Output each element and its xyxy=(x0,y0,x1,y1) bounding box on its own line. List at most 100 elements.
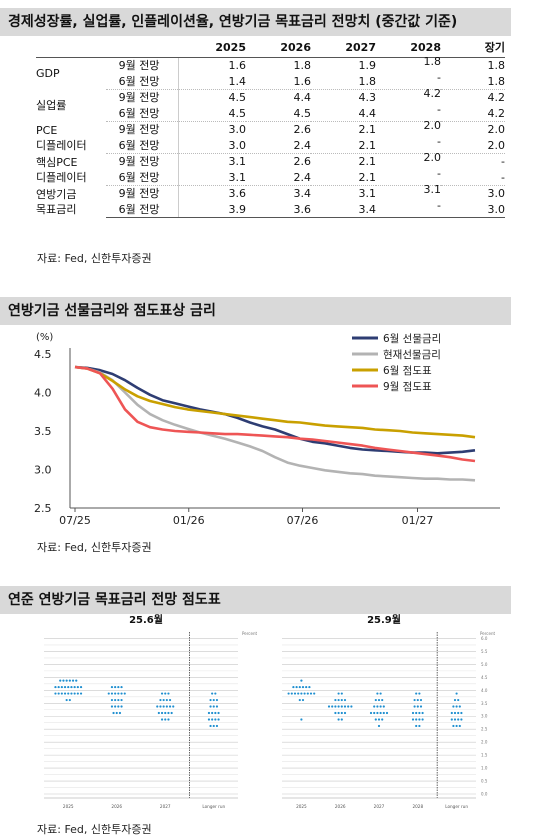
dot-plot-dot xyxy=(75,679,78,682)
dot-plot-dot xyxy=(217,718,220,721)
row-sublabel: 6월 전망 xyxy=(106,201,179,218)
dot-plot-dot xyxy=(382,705,385,708)
dot-plot-dot xyxy=(120,692,123,695)
table-cell: 3.1 xyxy=(358,187,377,200)
dot-plot-dot xyxy=(76,685,79,689)
dot-plot-dot xyxy=(172,705,175,708)
dot-plot-dot xyxy=(343,711,347,715)
dot-plot-dot xyxy=(343,698,347,702)
dot-plot-dot xyxy=(313,692,316,695)
dot-plot-dot xyxy=(421,718,424,721)
dot-plot-dot xyxy=(331,705,334,708)
table-cell: 3.0 xyxy=(487,187,506,200)
table-cell: 2.0 xyxy=(423,151,442,164)
table-row: 연방기금 목표금리 9월 전망 3.6 3.4 3.1 3.1 3.0 xyxy=(36,183,506,216)
table-header: 2028 xyxy=(376,38,441,58)
dot-plot-y-tick: 0.5 xyxy=(481,779,488,784)
dot-plot-dot xyxy=(340,692,343,695)
dot-plot-dot xyxy=(411,718,415,721)
dot-plot-dot xyxy=(214,711,217,715)
dot-plot-june: 25.6월 Percent 2025 2026 2027 Longer run xyxy=(44,614,257,809)
y-tick-label: 3.0 xyxy=(34,464,52,477)
dot-plot-dot xyxy=(120,685,123,689)
dot-plot-dot xyxy=(212,698,215,702)
x-tick-label: 07/25 xyxy=(59,514,91,527)
dot-plot-panel-title: 25.6월 xyxy=(129,614,163,626)
dot-plot-dot xyxy=(411,711,415,715)
dot-plot-dot xyxy=(374,698,377,702)
dot-plot-dot xyxy=(337,698,340,702)
row-group-label: 연방기금 목표금리 xyxy=(36,187,77,216)
dot-plot-y-tick: 2.5 xyxy=(481,727,488,732)
dot-plot-dot xyxy=(70,685,73,689)
table-cell: 1.8 xyxy=(311,73,376,90)
table-cell: 4.4 xyxy=(293,91,312,104)
dot-plot-dot xyxy=(334,705,337,708)
dot-plot-dot xyxy=(419,698,423,702)
dot-plot-dot xyxy=(340,711,343,715)
dot-plot-dot xyxy=(168,698,172,702)
table-header: 장기 xyxy=(441,38,505,58)
dot-plot-dot xyxy=(67,692,70,695)
dot-plot-x-label: 2028 xyxy=(412,804,423,809)
table-cell: 3.1 xyxy=(423,183,442,196)
dot-plot-dot xyxy=(369,711,373,715)
dot-plot-dot xyxy=(334,711,337,715)
dot-plot-dot xyxy=(54,692,57,695)
table-header: 2026 xyxy=(246,38,311,58)
row-group-label: GDP xyxy=(36,67,60,81)
dot-plot-dot xyxy=(457,718,460,721)
series-line-1 xyxy=(74,365,476,482)
dot-plot-dot xyxy=(347,705,350,708)
dot-plot-dot xyxy=(214,692,217,695)
dot-plot-dot xyxy=(60,685,63,689)
dot-plot-percent-label: Percent xyxy=(480,631,495,636)
dot-plot-dot xyxy=(168,705,172,708)
dot-plot-dot xyxy=(413,698,416,702)
dot-plot-dot xyxy=(212,705,215,708)
dot-plot-dot xyxy=(215,698,219,702)
dot-plot-dot xyxy=(209,705,212,708)
dot-plot-dot xyxy=(212,724,215,728)
table-cell: 4.4 xyxy=(311,105,376,122)
dot-plot-dot xyxy=(65,679,68,682)
dot-plot-dot xyxy=(301,698,305,702)
dot-plot-dot xyxy=(120,705,123,708)
dot-plot-dot xyxy=(79,685,83,689)
dot-plot-dot xyxy=(57,692,60,695)
dot-plot-dot xyxy=(295,685,298,689)
dot-plot-dot xyxy=(385,711,389,715)
dot-plot-dot xyxy=(54,685,57,689)
dot-plot-dot xyxy=(306,692,309,695)
dot-plot-dot xyxy=(340,718,343,721)
table-row: GDP 9월 전망 1.6 1.8 1.9 1.8 1.8 xyxy=(36,55,505,80)
dot-plot-dot xyxy=(293,692,297,695)
dot-plot-dot xyxy=(374,718,377,721)
dot-plot-dot xyxy=(452,724,455,728)
table-header xyxy=(106,38,178,58)
x-tick-label: 07/26 xyxy=(287,514,319,527)
table-row: 실업률 9월 전망 4.5 4.4 4.3 4.2 4.2 xyxy=(36,87,505,112)
table-cell: 4.5 xyxy=(228,91,247,104)
table-header xyxy=(36,38,106,58)
dot-plot-dot xyxy=(162,698,165,702)
dot-plot-dot xyxy=(157,711,160,715)
forecast-table-title: 경제성장률, 실업률, 인플레이션율, 연방기금 목표금리 전망치 (중간값 기… xyxy=(0,8,511,36)
dot-plot-dot xyxy=(160,718,164,721)
dot-plot-dot xyxy=(327,705,331,708)
dot-plot-dot xyxy=(415,724,418,728)
dot-plot-dot xyxy=(334,698,337,702)
y-tick-label: 2.5 xyxy=(34,502,52,515)
dot-plot-dot xyxy=(460,718,463,721)
dot-plot-y-tick: 5.5 xyxy=(481,649,488,654)
dot-plot-dot xyxy=(71,679,75,682)
table-row: 6월 전망 3.0 2.4 2.1-2.0 xyxy=(36,135,505,154)
table-cell: 2.0 xyxy=(423,119,442,132)
dot-plot-september: 25.9월 Percent 0.0 0.5 1.0 1.5 2.0 2.5 3.0 3.5 4.0 4… xyxy=(282,614,495,809)
dot-plot-dot xyxy=(156,705,159,708)
dot-plot-dot xyxy=(160,711,164,715)
row-sublabel: 9월 전망 xyxy=(106,57,179,74)
dot-plot-dot xyxy=(376,711,379,715)
table-row: 6월 전망 3.9 3.6 3.4-3.0 xyxy=(36,199,505,218)
dot-plot-x-label: Longer run xyxy=(445,804,468,809)
